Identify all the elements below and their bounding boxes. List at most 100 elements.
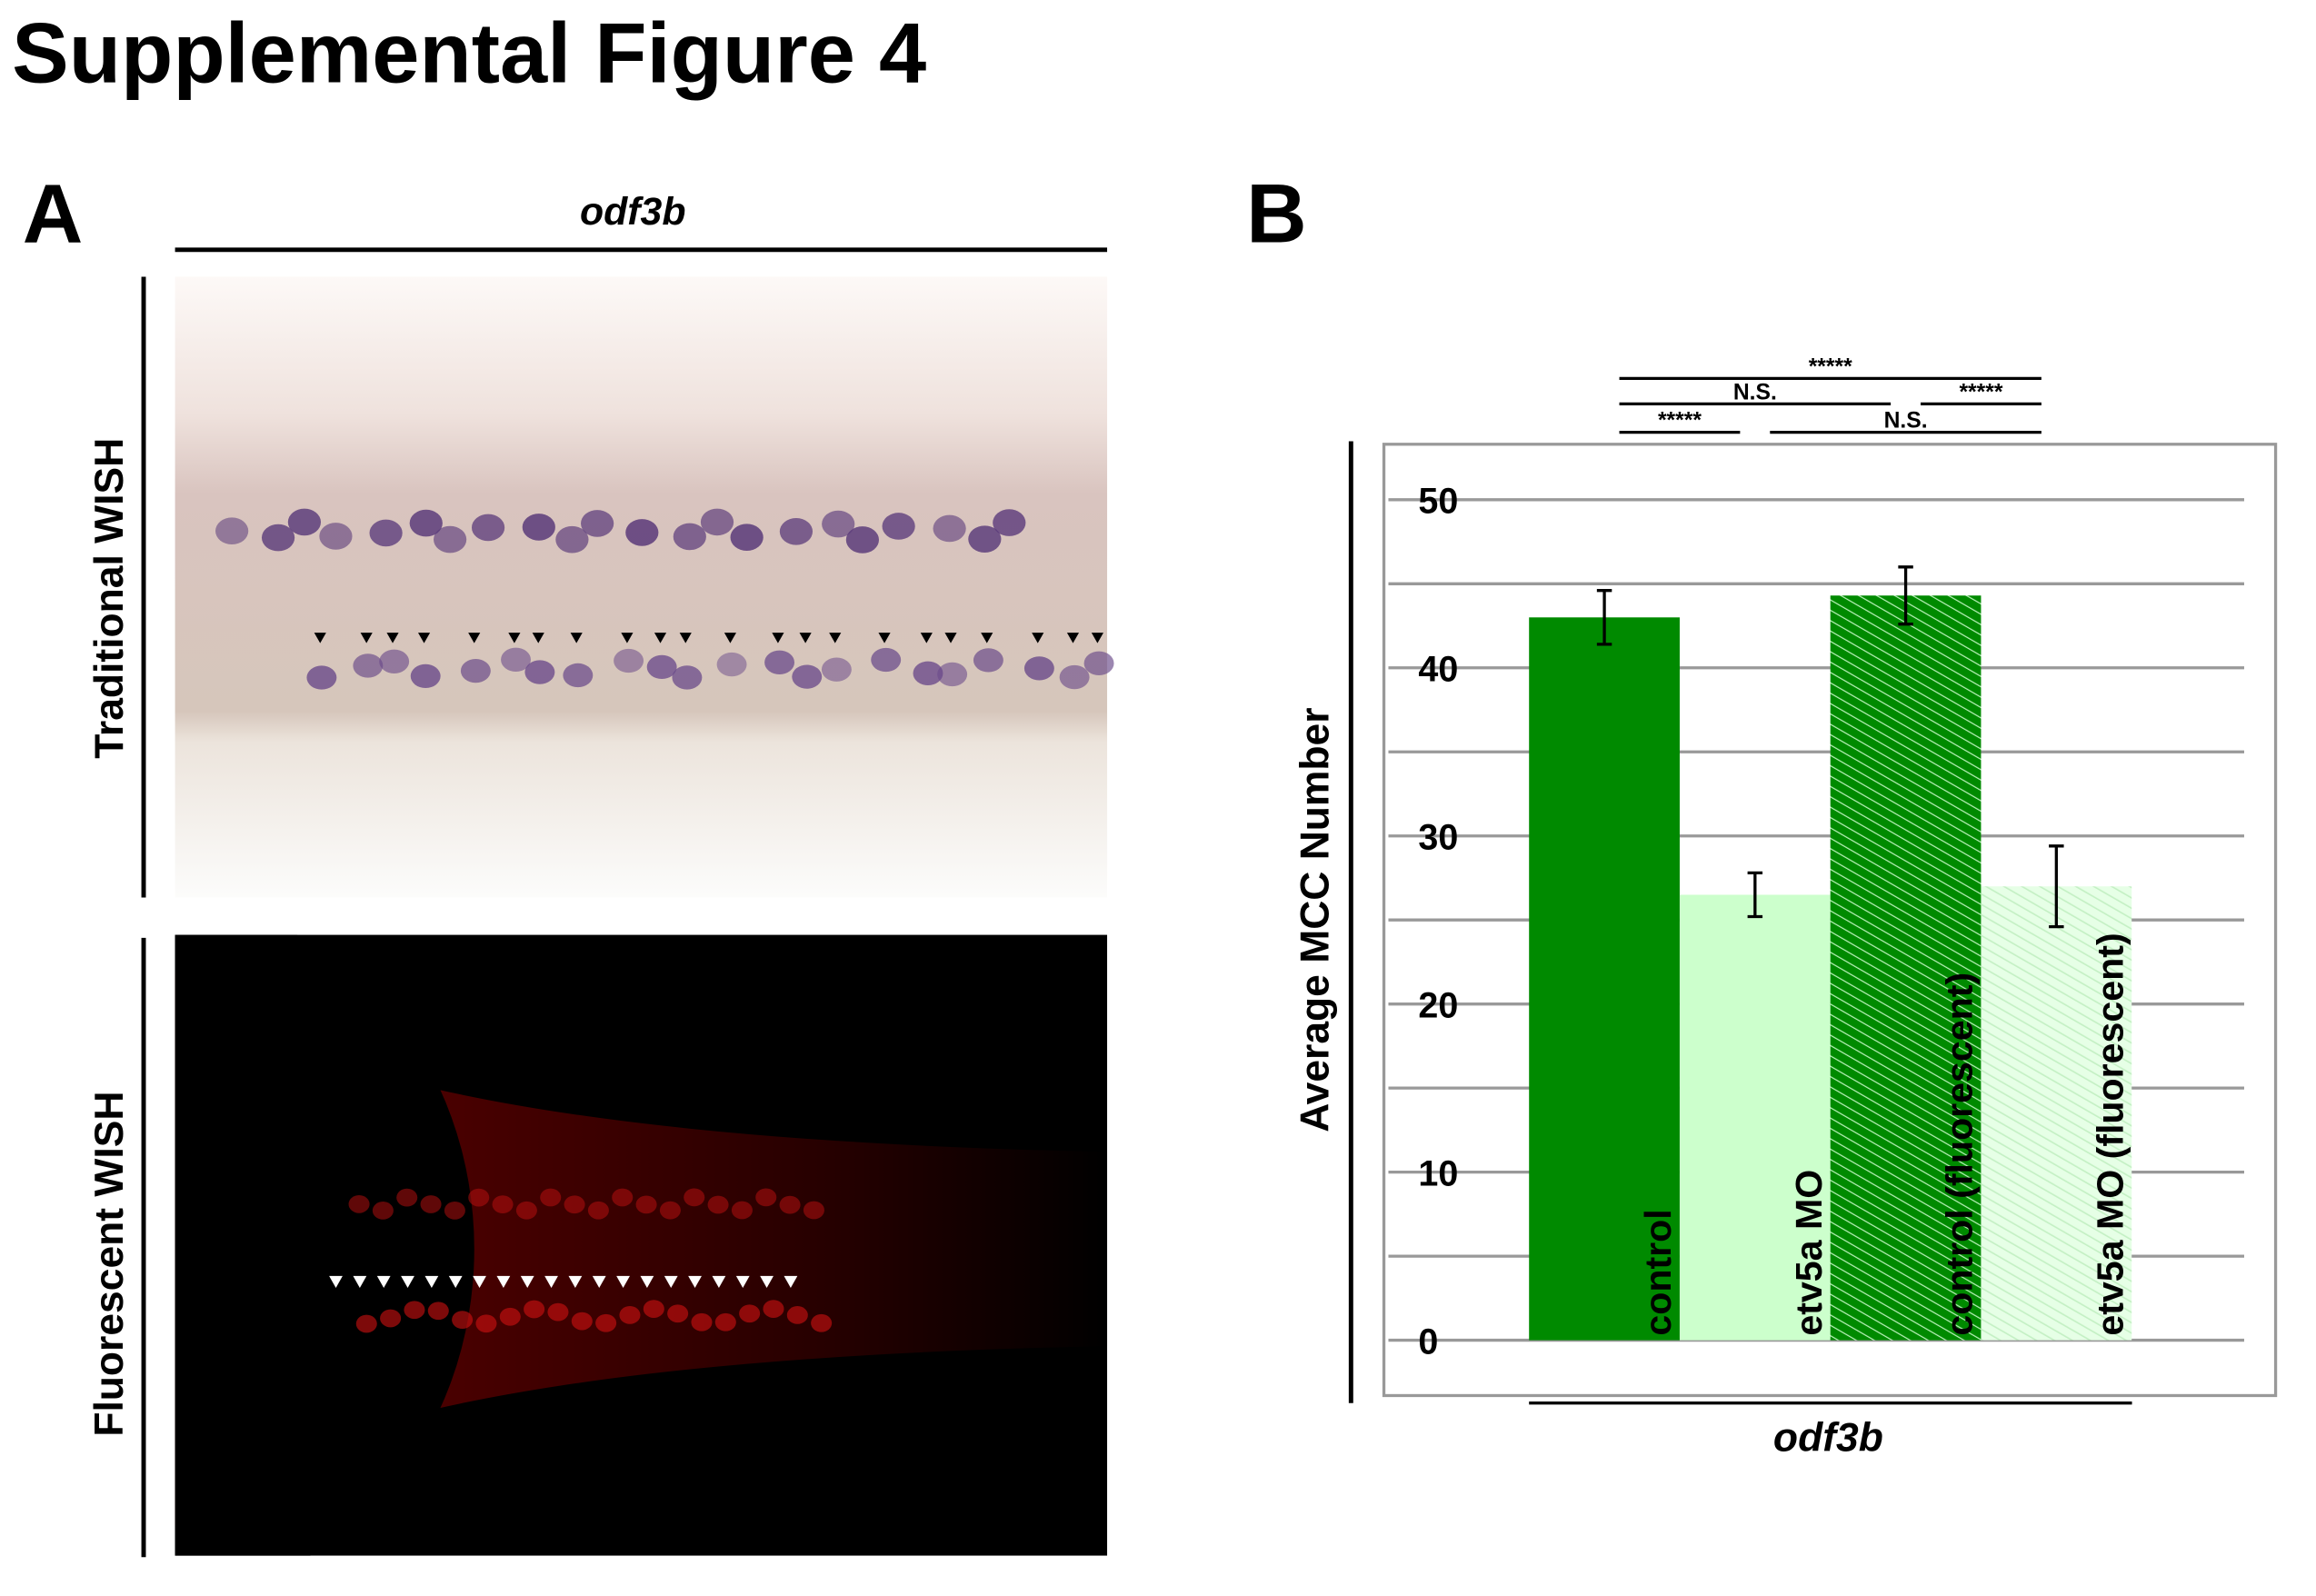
cell — [434, 525, 467, 554]
cell — [764, 650, 795, 674]
arrowhead — [799, 633, 812, 643]
cell — [635, 1195, 657, 1214]
gene-label: odf3b — [580, 190, 685, 234]
arrowhead — [640, 1275, 654, 1288]
arrowhead — [724, 633, 737, 643]
cell — [515, 1201, 537, 1220]
arrowhead — [329, 1275, 343, 1288]
cell — [672, 665, 703, 690]
category-label: etv5a MO — [1788, 1170, 1830, 1336]
cell — [933, 514, 966, 543]
cell — [524, 660, 555, 684]
arrowhead — [654, 633, 667, 643]
significance-label: ***** — [1809, 354, 1852, 379]
cell — [452, 1311, 474, 1329]
arrowhead — [735, 1275, 750, 1288]
panel-label: B — [1246, 167, 1307, 261]
arrowhead — [353, 1275, 367, 1288]
cell — [1059, 664, 1090, 690]
y-tick-label: 30 — [1418, 818, 1458, 858]
cell — [821, 657, 852, 682]
cell — [716, 652, 747, 677]
arrowhead — [417, 633, 431, 643]
category-label: control (fluorescent) — [1939, 973, 1981, 1336]
y-tick-label: 10 — [1418, 1153, 1458, 1193]
cell — [379, 649, 410, 673]
cell-blobs — [215, 508, 1114, 690]
cell — [993, 509, 1026, 536]
arrowhead — [772, 633, 784, 643]
cell — [444, 1201, 465, 1220]
arrowhead — [664, 1275, 678, 1288]
arrowhead — [376, 1275, 391, 1288]
cell — [779, 1195, 801, 1214]
y-tick-label: 0 — [1418, 1322, 1438, 1362]
figure-title: Supplemental Figure 4 — [12, 5, 926, 101]
cell — [427, 1302, 449, 1321]
arrowhead — [468, 633, 481, 643]
cell — [625, 519, 659, 546]
arrowhead — [944, 633, 957, 643]
cell — [306, 665, 337, 690]
cell — [614, 648, 644, 673]
arrowhead — [920, 633, 933, 643]
cell — [811, 1313, 833, 1332]
arrowhead — [360, 633, 373, 643]
cell — [555, 525, 589, 554]
error-bar — [1898, 565, 1913, 626]
cell — [755, 1188, 777, 1207]
cell — [540, 1188, 562, 1207]
cell — [1023, 656, 1054, 681]
significance-label: N.S. — [1733, 380, 1777, 404]
wish-image — [175, 276, 1108, 898]
cell — [547, 1302, 569, 1322]
cell — [691, 1312, 713, 1332]
arrowhead — [401, 1275, 414, 1288]
significance-label: ***** — [1658, 409, 1702, 434]
cell — [730, 524, 764, 552]
cell — [372, 1202, 394, 1220]
cell — [937, 662, 968, 687]
y-tick-label: 20 — [1418, 985, 1458, 1025]
cell — [845, 526, 879, 554]
arrowhead — [784, 1275, 798, 1288]
cell — [460, 658, 491, 683]
row-label: Traditional WISH — [87, 438, 132, 759]
cell — [684, 1188, 705, 1207]
cell — [786, 1306, 808, 1324]
cell — [792, 664, 823, 689]
cell — [571, 1312, 593, 1331]
cell — [763, 1300, 784, 1318]
arrowhead — [1091, 633, 1103, 643]
category-label: etv5a MO (fluorescent) — [2089, 933, 2131, 1335]
arrowhead — [570, 633, 583, 643]
arrowhead — [314, 633, 326, 643]
arrowhead — [508, 633, 521, 643]
bar — [1679, 894, 1831, 1341]
arrowhead — [544, 1275, 558, 1288]
arrowhead — [532, 633, 544, 643]
fluorescent-glow — [175, 934, 1108, 1556]
arrowhead — [473, 1275, 486, 1288]
y-tick-label: 40 — [1418, 650, 1458, 690]
cell — [673, 523, 706, 551]
cell — [731, 1201, 753, 1220]
cell — [871, 647, 902, 673]
y-axis-label: Average MCC Number — [1293, 707, 1338, 1132]
row-label: Fluorescent WISH — [87, 1092, 132, 1437]
bar — [1981, 886, 2132, 1341]
cell — [779, 517, 814, 545]
cell — [581, 510, 614, 537]
arrowhead — [712, 1275, 726, 1288]
cell — [420, 1195, 442, 1213]
arrowhead — [448, 1275, 463, 1288]
cell — [882, 513, 915, 540]
arrowhead — [616, 1275, 630, 1288]
cell — [348, 1194, 370, 1213]
cell — [643, 1300, 664, 1318]
cell — [1083, 651, 1114, 675]
cell — [659, 1201, 681, 1220]
cell — [501, 647, 531, 672]
significance-label: N.S. — [1884, 409, 1928, 434]
cell — [587, 1201, 609, 1220]
